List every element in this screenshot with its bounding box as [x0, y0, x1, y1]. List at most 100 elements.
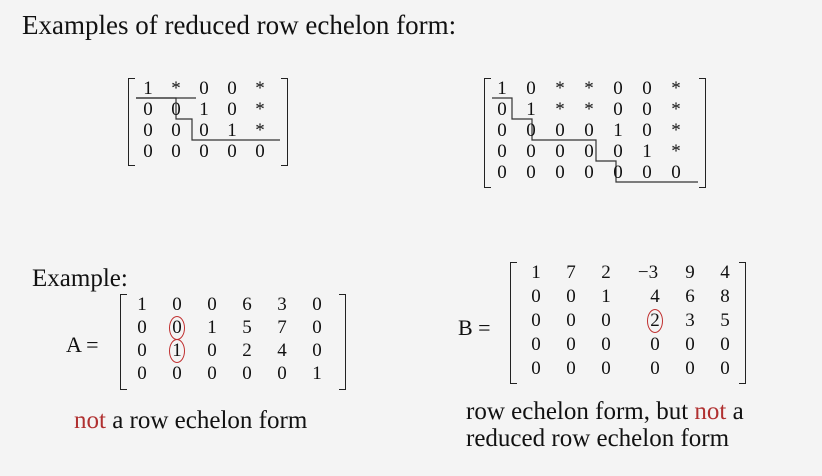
- matrix-cell: 0: [312, 317, 322, 338]
- caption-b-line1: row echelon form, but not a: [466, 398, 744, 425]
- matrix-cell: 7: [566, 262, 576, 283]
- matrix-cell: 0: [613, 141, 623, 162]
- pivot-circle: [647, 309, 663, 333]
- matrix-cell: 0: [566, 334, 576, 355]
- matrix-cell: 0: [199, 141, 209, 162]
- matrix-cell: 0: [584, 141, 594, 162]
- matrix-cell: 0: [613, 78, 623, 99]
- matrix-cell: 9: [685, 262, 695, 283]
- matrix-cell: 1: [227, 120, 237, 141]
- matrix-cell: 0: [613, 162, 623, 183]
- matrix-cell: 0: [555, 141, 565, 162]
- caption-a-not: not: [74, 407, 106, 434]
- matrix-cell: 7: [277, 317, 287, 338]
- matrix-cell: 3: [277, 294, 287, 315]
- matrix-cell: 6: [242, 294, 252, 315]
- matrix-cell: *: [671, 78, 681, 99]
- matrix-cell: 0: [312, 340, 322, 361]
- matrix-cell: 0: [531, 310, 541, 331]
- matrix-cell: *: [171, 78, 181, 99]
- matrix-cell: 1: [497, 78, 507, 99]
- caption-a: not a row echelon form: [74, 407, 307, 435]
- matrix-cell: 1: [143, 78, 153, 99]
- matrix-cell: 0: [531, 286, 541, 307]
- matrix-cell: 0: [497, 141, 507, 162]
- pivot-circle: [169, 316, 185, 340]
- matrix-cell: 0: [531, 358, 541, 379]
- matrix-cell: 0: [227, 141, 237, 162]
- matrix-cell: 0: [601, 310, 611, 331]
- matrix-cell: 5: [720, 310, 730, 331]
- matrix-cell: 4: [277, 340, 287, 361]
- left-bracket: [128, 78, 135, 166]
- matrix-cell: 0: [685, 358, 695, 379]
- matrix-cell: *: [255, 120, 265, 141]
- matrix-b-name: B =: [458, 315, 491, 340]
- right-bracket: [339, 294, 346, 390]
- matrix-cell: 0: [227, 99, 237, 120]
- matrix-cell: 0: [171, 120, 181, 141]
- matrix-cell: 0: [642, 162, 652, 183]
- matrix-cell: 6: [685, 286, 695, 307]
- matrix-b: 1 7 2 −3 9 4 0 0 1 4 6 8 0 0 0 2 3 5 0 0 0 0 0 0 0 0 0 0 0 0: [510, 262, 746, 386]
- matrix-cell: 0: [720, 334, 730, 355]
- matrix-cell: 2: [601, 262, 611, 283]
- matrix-cell: 0: [566, 286, 576, 307]
- matrix-cell: 1: [531, 262, 541, 283]
- matrix-cell: 4: [650, 286, 660, 307]
- matrix-cell: 0: [650, 334, 660, 355]
- right-bracket: [699, 78, 706, 188]
- matrix-cell: 0: [526, 141, 536, 162]
- matrix-cell: 1: [207, 317, 217, 338]
- matrix-cell: 3: [685, 310, 695, 331]
- matrix-cell: 0: [137, 363, 147, 384]
- matrix-cell: 0: [601, 334, 611, 355]
- matrix-cell: 0: [642, 99, 652, 120]
- caption-b: row echelon form, but not a reduced row …: [466, 398, 744, 452]
- matrix-cell: 0: [199, 78, 209, 99]
- matrix-cell: 0: [566, 310, 576, 331]
- matrix-cell: 0: [143, 141, 153, 162]
- matrix-cell: 0: [255, 141, 265, 162]
- matrix-cell: 1: [526, 99, 536, 120]
- matrix-cell: 1: [312, 363, 322, 384]
- matrix-cell: 0: [531, 334, 541, 355]
- matrix-cell: 0: [642, 120, 652, 141]
- matrix-cell: 0: [207, 340, 217, 361]
- matrix-cell: 0: [242, 363, 252, 384]
- caption-a-rest: a row echelon form: [105, 407, 308, 434]
- matrix-cell: 0: [555, 120, 565, 141]
- matrix-cell: 1: [199, 99, 209, 120]
- matrix-cell: 0: [171, 141, 181, 162]
- matrix-cell: 0: [584, 120, 594, 141]
- matrix-cell: 0: [526, 78, 536, 99]
- matrix-a-name: A =: [66, 332, 99, 357]
- matrix-cell: 0: [642, 78, 652, 99]
- right-bracket: [281, 78, 288, 166]
- matrix-cell: −3: [637, 262, 659, 283]
- left-bracket: [120, 294, 127, 390]
- matrix-cell: 0: [685, 334, 695, 355]
- matrix-cell: 0: [497, 120, 507, 141]
- matrix-cell: 4: [720, 262, 730, 283]
- rref-example-2: 1 0 * * 0 0 * 0 1 * * 0 0 * 0 0 0 0 1 0 * 0 0 0 0 0 1 * 0 0 0 0 0 0 0: [484, 78, 706, 190]
- left-bracket: [484, 78, 491, 188]
- matrix-cell: 0: [207, 294, 217, 315]
- matrix-cell: 0: [172, 294, 182, 315]
- matrix-cell: 0: [137, 340, 147, 361]
- matrix-cell: 1: [137, 294, 147, 315]
- matrix-cell: 0: [137, 317, 147, 338]
- matrix-cell: 0: [720, 358, 730, 379]
- matrix-cell: 0: [650, 358, 660, 379]
- matrix-cell: *: [584, 99, 594, 120]
- staircase-line: [492, 97, 698, 183]
- matrix-cell: 0: [207, 363, 217, 384]
- matrix-cell: 0: [143, 120, 153, 141]
- matrix-cell: 0: [277, 363, 287, 384]
- matrix-cell: 0: [584, 162, 594, 183]
- matrix-cell: *: [584, 78, 594, 99]
- matrix-cell: 0: [497, 99, 507, 120]
- matrix-cell: 0: [227, 78, 237, 99]
- matrix-cell: 0: [497, 162, 507, 183]
